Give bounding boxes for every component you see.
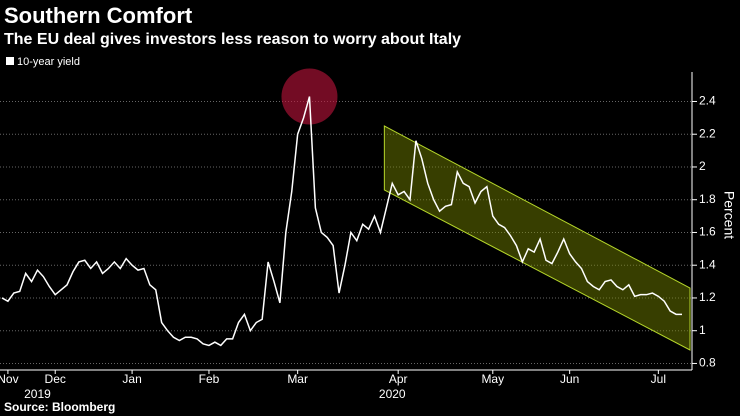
x-tick-label: Feb: [199, 372, 220, 386]
x-tick-label: Dec: [45, 372, 66, 386]
x-year-label: 2020: [379, 387, 406, 401]
downtrend-channel: [383, 125, 691, 351]
y-tick-label: 1.8: [699, 192, 716, 206]
y-tick-label: 2.2: [699, 126, 716, 140]
y-tick-label: 1.2: [699, 290, 716, 304]
y-tick-label: 0.8: [699, 356, 716, 370]
x-tick-label: Apr: [389, 372, 408, 386]
y-tick-label: 2.4: [699, 94, 716, 108]
y-axis-label: Percent: [721, 191, 737, 239]
y-tick-label: 1: [699, 323, 706, 337]
y-tick-label: 2: [699, 159, 706, 173]
x-tick-label: May: [481, 372, 504, 386]
legend-swatch: [6, 57, 14, 65]
x-tick-label: Jul: [651, 372, 666, 386]
x-tick-label: Jan: [122, 372, 141, 386]
chart-title: Southern Comfort: [4, 3, 193, 28]
x-tick-label: Jun: [560, 372, 579, 386]
y-tick-label: 1.4: [699, 257, 716, 271]
x-tick-label: Mar: [287, 372, 308, 386]
legend-label: 10-year yield: [17, 56, 80, 68]
source: Source: Bloomberg: [4, 400, 115, 414]
chart-subtitle: The EU deal gives investors less reason …: [4, 31, 461, 48]
x-tick-label: Nov: [0, 372, 19, 386]
x-year-label: 2019: [24, 387, 51, 401]
yield-line: [1, 96, 682, 347]
y-tick-label: 1.6: [699, 225, 716, 239]
